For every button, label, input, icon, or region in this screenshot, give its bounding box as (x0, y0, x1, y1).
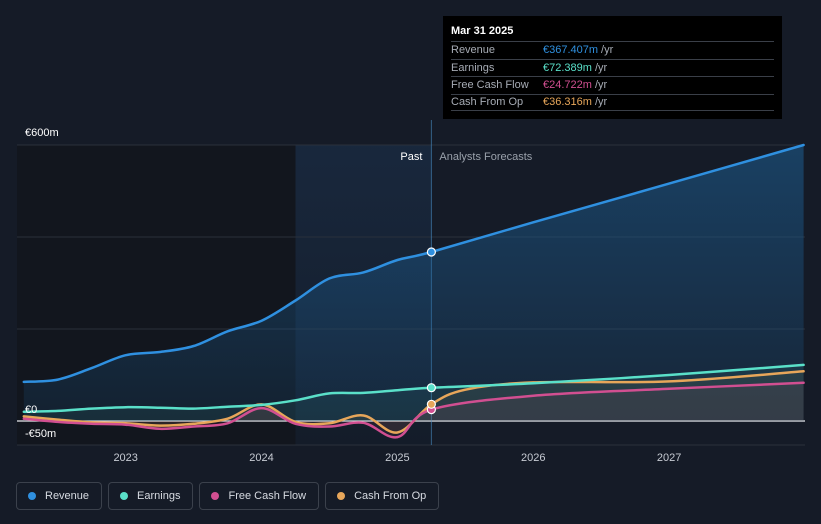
tooltip-unit: /yr (594, 61, 608, 74)
forecast-label: Analysts Forecasts (439, 151, 532, 163)
y-axis-label: -€50m (25, 428, 56, 440)
tooltip-row-free-cash-flow: Free Cash Flow €24.722m /yr (451, 76, 774, 94)
tooltip-unit: /yr (594, 79, 608, 92)
series-area-revenue (23, 145, 804, 421)
tooltip-date: Mar 31 2025 (451, 25, 514, 37)
tooltip-row-cash-from-op: Cash From Op €36.316m /yr (451, 93, 774, 111)
tooltip-panel: Mar 31 2025 Revenue €367.407m /yr Earnin… (443, 16, 782, 119)
series-area-cash-from-op (23, 371, 804, 433)
y-axis-label: €0 (25, 404, 37, 416)
series-line-revenue (22, 143, 805, 384)
tooltip-unit: /yr (594, 96, 608, 109)
tooltip-label: Cash From Op (451, 96, 524, 109)
legend-dot-icon (120, 492, 129, 500)
tooltip-label: Revenue (451, 44, 496, 57)
tooltip-label: Earnings (451, 61, 495, 74)
series-line-earnings (22, 363, 805, 414)
legend-label: Cash From Op (354, 490, 427, 502)
legend-label: Free Cash Flow (228, 490, 307, 502)
series-marker-revenue (426, 247, 436, 257)
y-axis-label: €600m (25, 127, 59, 139)
x-tick-label: 2023 (113, 452, 137, 464)
legend: Revenue Earnings Free Cash Flow Cash Fro… (16, 482, 440, 510)
tooltip-unit: /yr (601, 44, 614, 57)
tooltip-label: Free Cash Flow (451, 79, 529, 92)
series-line-free-cash-flow (22, 381, 805, 439)
legend-label: Revenue (45, 490, 90, 502)
series-marker-cash-from-op (426, 399, 436, 409)
x-tick-label: 2027 (657, 452, 681, 464)
legend-dot-icon (337, 492, 346, 500)
legend-item-revenue[interactable]: Revenue (16, 482, 103, 510)
x-tick-label: 2026 (521, 452, 545, 464)
tooltip-value: €36.316m (543, 96, 592, 109)
series-marker-earnings (426, 383, 436, 393)
legend-item-free-cash-flow[interactable]: Free Cash Flow (199, 482, 320, 510)
tooltip-row-earnings: Earnings €72.389m /yr (451, 58, 774, 77)
legend-dot-icon (28, 492, 36, 500)
legend-item-cash-from-op[interactable]: Cash From Op (325, 482, 440, 510)
x-tick-label: 2024 (249, 452, 273, 464)
legend-dot-icon (211, 492, 220, 500)
tooltip-row-revenue: Revenue €367.407m /yr (451, 41, 774, 59)
series-area-earnings (23, 364, 804, 421)
tooltip-value: €72.389m (543, 61, 592, 74)
legend-item-earnings[interactable]: Earnings (108, 482, 194, 510)
tooltip-value: €367.407m (543, 44, 599, 57)
legend-label: Earnings (137, 490, 181, 502)
tooltip-value: €24.722m (543, 79, 592, 92)
past-label: Past (400, 151, 422, 163)
x-tick-label: 2025 (385, 452, 409, 464)
